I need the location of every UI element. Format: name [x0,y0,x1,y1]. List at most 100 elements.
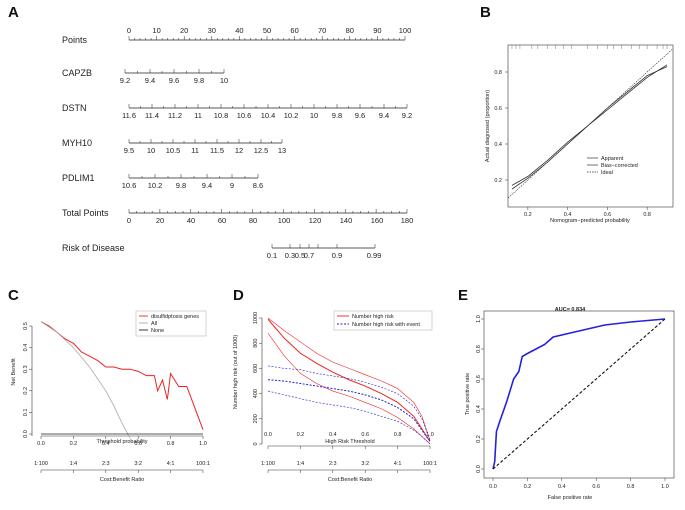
nomogram-ticklabel-2: 10.4 [261,111,276,120]
roc-frame [483,310,675,479]
nomogram-ticklabel-5: 180 [401,216,414,225]
nomogram-points-ticklabel: 10 [152,26,160,35]
roc-chance-line [492,318,666,470]
calibration-xticklabel: 0.4 [564,212,572,218]
legend-none: None [151,328,164,334]
nomogram-ticklabel-4: 10.2 [148,181,163,190]
nomogram-points-ticklabel: 50 [263,26,271,35]
cic-xticklabel: 1.0 [426,432,434,438]
nomogram-ticklabel-4: 10.6 [122,181,137,190]
calibration-xlabel: Nomogram−predicted probability [550,218,630,224]
nomogram-ticklabel-5: 140 [340,216,353,225]
calibration-xticklabel: 0.8 [643,212,651,218]
nomogram-ticklabel-2: 9.2 [402,111,412,120]
roc-xlabel: False positive rate [548,495,593,501]
nomogram-label-5: Total Points [62,208,109,218]
nomogram-points-ticklabel: 20 [180,26,188,35]
panel-letter-c: C [8,287,19,304]
calibration-rug [511,45,668,49]
roc-yticklabel: 0.2 [476,435,482,443]
roc-xticklabel: 0.4 [558,484,566,490]
calibration-lines [507,48,674,199]
nomogram-ticklabel-6: 0.3 [285,251,295,260]
nomogram-ticklabel-5: 0 [127,216,131,225]
roc-xticklabel: 0.0 [489,484,497,490]
dca-xticklabel2: 100:1 [196,461,210,467]
cic-xticklabel: 0.0 [264,432,272,438]
calibration-yticklabel: 0.2 [494,178,502,184]
roc-yticklabel: 1.0 [476,315,482,323]
nomogram-ticklabel-2: 9.6 [355,111,365,120]
calibration-series-bias-corrected [511,66,668,186]
dca-xticklabel2: 3:2 [134,461,142,467]
dca-xticklabel2: 1:4 [70,461,78,467]
dca-ylabel: Net Benefit [11,358,17,386]
legend-bias-corrected: Bias−corrected [601,163,638,169]
nomogram-ticklabel-3: 13 [278,146,286,155]
cic-yticklabel: 1000 [253,312,259,324]
nomogram-ticklabel-3: 11 [191,146,199,155]
calibration-ticks: 0.2 0.2 0.4 0.4 0.6 0.6 0.8 0.8 [494,70,651,218]
calibration-plot: Nomogram−predicted probability Actual di… [485,44,674,224]
nomogram-ticklabel-4: 9.4 [202,181,212,190]
nomogram-ticklabel-3: 11.5 [210,146,224,155]
nomogram-ticklabel-2: 9.8 [332,111,342,120]
cic-yticklabel: 600 [253,364,259,373]
nomogram-ticklabel-6: 0.1 [267,251,277,260]
roc-xticklabel: 1.0 [661,484,669,490]
nomogram-ticklabel-2: 11.4 [145,111,159,120]
nomogram-points-ticklabel: 0 [127,26,131,35]
roc-yticklabel: 0.6 [476,375,482,383]
cic-series-3 [267,379,431,442]
nomogram-ticklabel-2: 10.6 [237,111,252,120]
dca-yticklabel: 0.3 [23,365,29,373]
cic-yticklabel: 0 [253,442,259,445]
nomogram-points-ticklabel: 60 [290,26,298,35]
cic-xticklabel2: 1:4 [297,461,305,467]
nomogram-ticklabel-2: 11.2 [168,111,182,120]
nomogram-ticklabel-5: 120 [309,216,322,225]
roc-xticklabel: 0.2 [524,484,532,490]
dca-xticklabel2: 2:3 [102,461,110,467]
dca-axes: 0.0 0.1 0.2 0.3 0.4 0.5 0.0 1:100 0.2 1:4 0.4 2:3 0.… [23,322,210,473]
nomogram-points-ticklabel: 100 [399,26,412,35]
dca-xticklabel2: 4:1 [167,461,175,467]
clinical-impact-curve: Number high risk (out of 1000) High Risk… [233,310,437,483]
dca-legend: disulfidptosis genes All None [135,310,207,337]
cic-series-1 [267,317,431,441]
roc-plot: AUC= 0.834 False positive rate True posi… [465,307,675,501]
cic-yticklabel: 400 [253,389,259,398]
cic-series-2 [267,332,431,445]
nomogram-label-6: Risk of Disease [62,243,125,253]
calibration-ylabel: Actual diagnosed (proportion) [485,90,491,162]
nomogram-ticklabel-3: 12 [235,146,243,155]
nomogram-ticklabel-5: 80 [249,216,257,225]
nomogram-points-ticklabel: 40 [235,26,243,35]
legend-apparent: Apparent [601,156,624,162]
nomogram-ticklabel-2: 10 [310,111,318,120]
cic-yticklabel: 800 [253,339,259,348]
nomogram-points-ticklabel: 30 [208,26,216,35]
nomogram-ticklabel-3: 10.5 [166,146,181,155]
nomogram-ticklabel-2: 11 [194,111,202,120]
panel-letter-a: A [8,4,19,21]
cic-lines [267,317,431,445]
panel-letter-d: D [233,287,244,304]
cic-series-0 [267,318,431,442]
cic-series-4 [267,365,431,441]
nomogram-ticklabel-1: 9.6 [169,76,179,85]
dca-xticklabel: 0.8 [167,441,175,447]
cic-xticklabel: 0.2 [297,432,305,438]
nomogram-ticklabel-4: 9 [230,181,234,190]
calibration-yticklabel: 0.4 [494,142,502,148]
cic-legend: Number high risk Number high risk with e… [333,310,433,331]
dca-xlabel: Threshold probability [96,439,147,445]
dca-legend-box [135,310,207,337]
nomogram-label-2: DSTN [62,103,87,113]
nomogram-points-ticklabel: 70 [318,26,326,35]
nomogram-ticklabel-2: 9.4 [379,111,389,120]
legend-model: disulfidptosis genes [151,314,199,320]
nomogram-ticklabel-4: 9.8 [176,181,186,190]
nomogram-ticklabel-6: 0.9 [332,251,342,260]
